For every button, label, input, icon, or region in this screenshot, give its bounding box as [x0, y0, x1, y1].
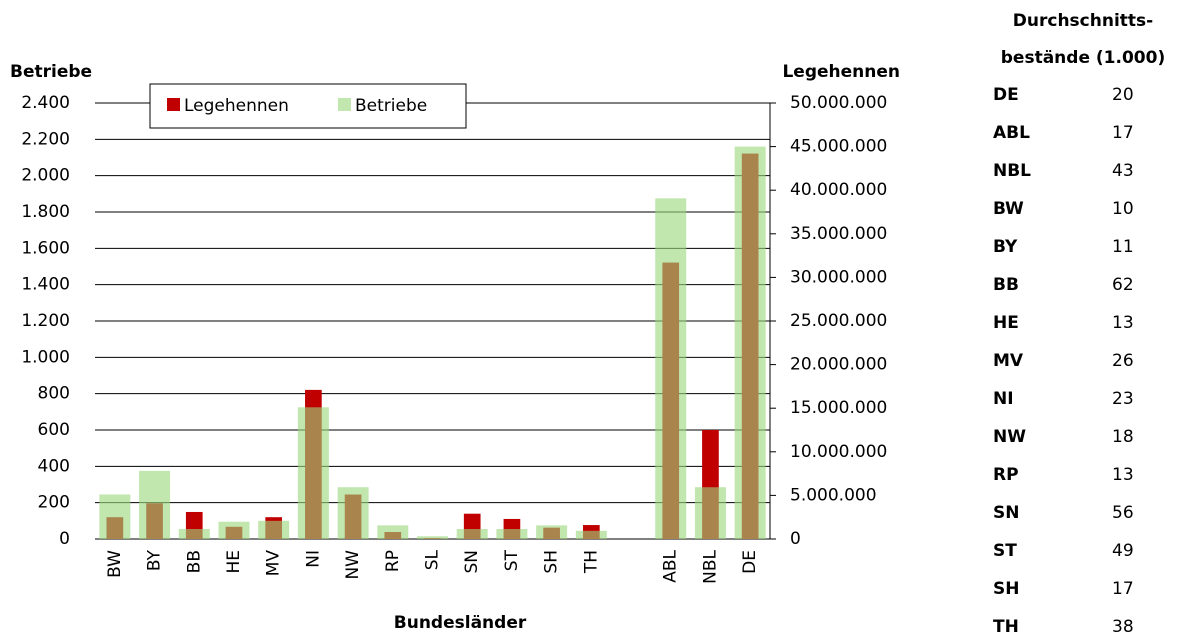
- table-cell: SN: [993, 503, 1019, 523]
- table-cell: TH: [993, 617, 1019, 637]
- table-header: bestände (1.000): [1001, 48, 1165, 68]
- table-cell: BW: [993, 199, 1024, 219]
- x-tick-label: BW: [105, 550, 125, 578]
- y2-tick-label: 0: [790, 529, 801, 549]
- table-cell: 18: [1112, 427, 1134, 447]
- bar: [377, 525, 409, 539]
- y2-tick-label: 50.000.000: [790, 93, 887, 113]
- y2-tick-label: 5.000.000: [790, 485, 877, 505]
- x-tick-label: ABL: [661, 549, 681, 582]
- x-axis-title: Bundesländer: [394, 613, 527, 633]
- table-cell: NI: [993, 389, 1014, 409]
- x-tick-label: NBL: [700, 549, 720, 583]
- x-tick-label: DE: [740, 550, 760, 574]
- y-tick-label: 1.400: [21, 275, 70, 295]
- legend-swatch: [338, 98, 351, 111]
- table-cell: BY: [993, 237, 1018, 257]
- legend-label: Betriebe: [355, 96, 427, 116]
- legend-box: [149, 83, 467, 129]
- y-tick-label: 800: [38, 384, 70, 404]
- table-cell: NBL: [993, 161, 1031, 181]
- x-tick-label: RP: [383, 550, 403, 572]
- table-cell: 49: [1112, 541, 1134, 561]
- x-tick-label: MV: [264, 550, 284, 577]
- table-cell: 10: [1112, 199, 1134, 219]
- table-cell: 17: [1112, 123, 1134, 143]
- bar: [734, 146, 766, 539]
- bar: [536, 525, 568, 539]
- x-tick-label: SN: [462, 550, 482, 574]
- table-cell: DE: [993, 85, 1019, 105]
- x-tick-label: HE: [224, 550, 244, 574]
- bar: [297, 407, 329, 539]
- y2-tick-label: 25.000.000: [790, 311, 887, 331]
- y-tick-label: 400: [38, 456, 70, 476]
- x-tick-label: SH: [542, 550, 562, 574]
- table-cell: 26: [1112, 351, 1134, 371]
- table-cell: 13: [1112, 313, 1134, 333]
- bar: [655, 198, 687, 539]
- bar: [456, 529, 488, 539]
- y-tick-label: 1.200: [21, 311, 70, 331]
- legend-label: Legehennen: [184, 96, 289, 116]
- table-cell: ST: [993, 541, 1017, 561]
- table-header: Durchschnitts-: [1013, 11, 1153, 31]
- y-tick-label: 1.000: [21, 347, 70, 367]
- table-cell: 13: [1112, 465, 1134, 485]
- y2-tick-label: 45.000.000: [790, 137, 887, 157]
- y-tick-label: 2.000: [21, 166, 70, 186]
- x-tick-label: BY: [145, 549, 165, 571]
- y-tick-label: 200: [38, 493, 70, 513]
- y2-tick-label: 20.000.000: [790, 355, 887, 375]
- y2-axis-title: Legehennen: [782, 62, 900, 82]
- table-cell: 38: [1112, 617, 1134, 637]
- table-cell: HE: [993, 313, 1019, 333]
- y2-tick-label: 30.000.000: [790, 267, 887, 287]
- table-cell: RP: [993, 465, 1019, 485]
- bar: [496, 529, 528, 539]
- bar: [337, 487, 369, 539]
- y-tick-label: 1.600: [21, 238, 70, 258]
- bar: [258, 520, 290, 539]
- bar: [575, 530, 607, 539]
- table-cell: 23: [1112, 389, 1134, 409]
- table-cell: 20: [1112, 85, 1134, 105]
- y-tick-label: 2.400: [21, 93, 70, 113]
- y-tick-label: 2.200: [21, 129, 70, 149]
- legend-swatch: [167, 98, 180, 111]
- y-tick-label: 0: [59, 529, 70, 549]
- table-cell: 56: [1112, 503, 1134, 523]
- table-cell: MV: [993, 351, 1024, 371]
- x-tick-label: SL: [423, 549, 443, 570]
- table-cell: 11: [1112, 237, 1134, 257]
- table-cell: 62: [1112, 275, 1134, 295]
- y-axis-title: Betriebe: [10, 62, 92, 82]
- y2-tick-label: 10.000.000: [790, 442, 887, 462]
- x-tick-label: TH: [581, 550, 601, 574]
- y2-tick-label: 35.000.000: [790, 224, 887, 244]
- y2-tick-label: 15.000.000: [790, 398, 887, 418]
- bar: [417, 536, 448, 539]
- table-cell: BB: [993, 275, 1019, 295]
- x-tick-label: NI: [303, 550, 323, 568]
- table-cell: NW: [993, 427, 1026, 447]
- bar: [139, 470, 171, 539]
- y-tick-label: 1.800: [21, 202, 70, 222]
- bar: [694, 487, 726, 539]
- x-tick-label: BB: [184, 550, 204, 573]
- y2-tick-label: 40.000.000: [790, 180, 887, 200]
- bar: [178, 529, 210, 539]
- y-tick-label: 600: [38, 420, 70, 440]
- bar: [218, 521, 250, 539]
- x-tick-label: ST: [502, 549, 522, 571]
- table-cell: ABL: [993, 123, 1030, 143]
- bar: [99, 494, 131, 539]
- x-tick-label: NW: [343, 550, 363, 580]
- table-cell: 17: [1112, 579, 1134, 599]
- table-cell: SH: [993, 579, 1019, 599]
- table-cell: 43: [1112, 161, 1134, 181]
